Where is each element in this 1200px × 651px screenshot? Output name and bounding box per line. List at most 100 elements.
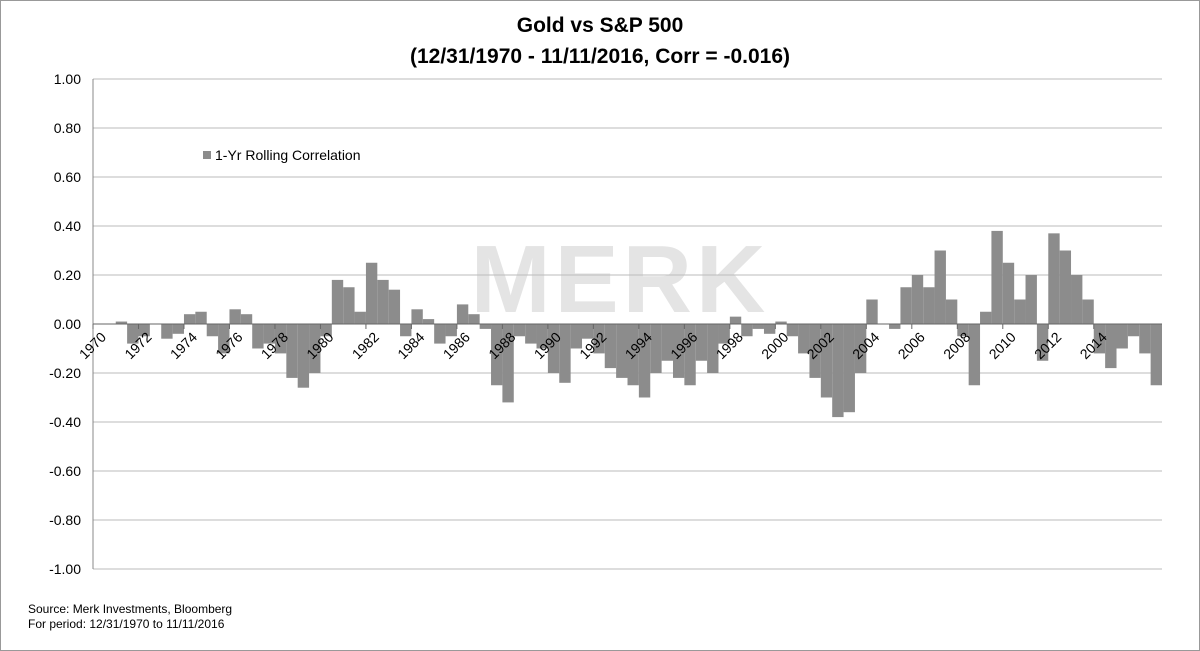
- bar: [536, 324, 548, 349]
- bar: [422, 319, 435, 324]
- bar: [297, 324, 310, 388]
- y-tick-label: 0.40: [54, 218, 81, 234]
- bar: [741, 324, 753, 337]
- bar: [513, 324, 526, 337]
- bar: [1071, 275, 1083, 324]
- legend-swatch: [203, 151, 211, 159]
- bar: [650, 324, 662, 373]
- bar: [559, 324, 571, 383]
- bar: [843, 324, 855, 413]
- bar: [240, 314, 253, 324]
- watermark: MERK: [471, 226, 770, 333]
- bar: [206, 324, 219, 337]
- bar: [377, 279, 389, 324]
- bar: [127, 324, 139, 344]
- bar: [1048, 233, 1060, 324]
- bar: [229, 309, 241, 324]
- bar: [456, 304, 469, 324]
- bar: [798, 324, 810, 354]
- bar: [525, 324, 537, 344]
- bar: [1002, 262, 1015, 324]
- bar: [434, 324, 446, 344]
- bar: [695, 324, 708, 361]
- bar: [1025, 275, 1037, 324]
- bar: [980, 311, 992, 324]
- bar: [957, 324, 969, 337]
- bar: [775, 321, 787, 324]
- bar: [945, 299, 958, 324]
- y-tick-label: -1.00: [49, 561, 81, 577]
- y-tick-label: 0.80: [54, 120, 81, 136]
- y-tick-label: 0.20: [54, 267, 81, 283]
- bar: [320, 324, 332, 337]
- source-note: Source: Merk Investments, Bloomberg: [28, 602, 232, 616]
- bar: [820, 324, 833, 398]
- bar: [172, 324, 184, 334]
- bar: [854, 324, 867, 373]
- y-tick-label: -0.60: [49, 463, 81, 479]
- bar: [1150, 324, 1162, 386]
- bar: [661, 324, 673, 361]
- bar: [388, 289, 401, 324]
- bar: [445, 324, 457, 337]
- bar: [195, 311, 207, 324]
- bar: [286, 324, 298, 378]
- bar: [684, 324, 696, 386]
- bar: [866, 299, 878, 324]
- bar: [400, 324, 412, 337]
- bar: [718, 324, 730, 344]
- bar: [1093, 324, 1106, 354]
- bar: [138, 324, 150, 337]
- bar: [763, 324, 776, 334]
- bar: [752, 324, 764, 329]
- bar: [570, 324, 583, 349]
- bar: [582, 324, 594, 339]
- bar: [479, 324, 492, 329]
- period-note: For period: 12/31/1970 to 11/11/2016: [28, 617, 225, 631]
- bar: [832, 324, 844, 418]
- bar: [786, 324, 799, 337]
- bar: [911, 275, 924, 324]
- bar: [889, 324, 901, 329]
- bar: [672, 324, 685, 378]
- bar: [354, 311, 366, 324]
- bar: [263, 324, 275, 344]
- bar: [1014, 299, 1026, 324]
- y-tick-label: 0.00: [54, 316, 81, 332]
- bar: [1082, 299, 1094, 324]
- bar: [1105, 324, 1117, 369]
- bar: [923, 287, 935, 324]
- y-tick-label: -0.40: [49, 414, 81, 430]
- y-tick-label: -0.80: [49, 512, 81, 528]
- bar: [502, 324, 514, 403]
- bar: [491, 324, 503, 386]
- bar: [707, 324, 719, 373]
- bar: [900, 287, 912, 324]
- bar: [1036, 324, 1049, 361]
- bar: [616, 324, 628, 378]
- y-tick-label: 1.00: [54, 71, 81, 87]
- bar: [343, 287, 355, 324]
- bar: [1127, 324, 1140, 337]
- bar: [252, 324, 264, 349]
- bar: [627, 324, 639, 386]
- bar: [968, 324, 981, 386]
- bar: [331, 279, 344, 324]
- bar: [547, 324, 560, 373]
- bar: [1116, 324, 1128, 349]
- bar: [1139, 324, 1151, 354]
- bar: [218, 324, 230, 354]
- bar: [309, 324, 321, 373]
- chart-subtitle: (12/31/1970 - 11/11/2016, Corr = -0.016): [410, 45, 790, 68]
- y-tick-label: -0.20: [49, 365, 81, 381]
- bar: [115, 321, 128, 324]
- bar: [183, 314, 196, 324]
- y-tick-label: 0.60: [54, 169, 81, 185]
- bar: [729, 316, 742, 324]
- legend-label: 1-Yr Rolling Correlation: [215, 147, 361, 163]
- bar: [638, 324, 651, 398]
- bar: [274, 324, 287, 354]
- bar: [593, 324, 605, 354]
- bar: [161, 324, 173, 339]
